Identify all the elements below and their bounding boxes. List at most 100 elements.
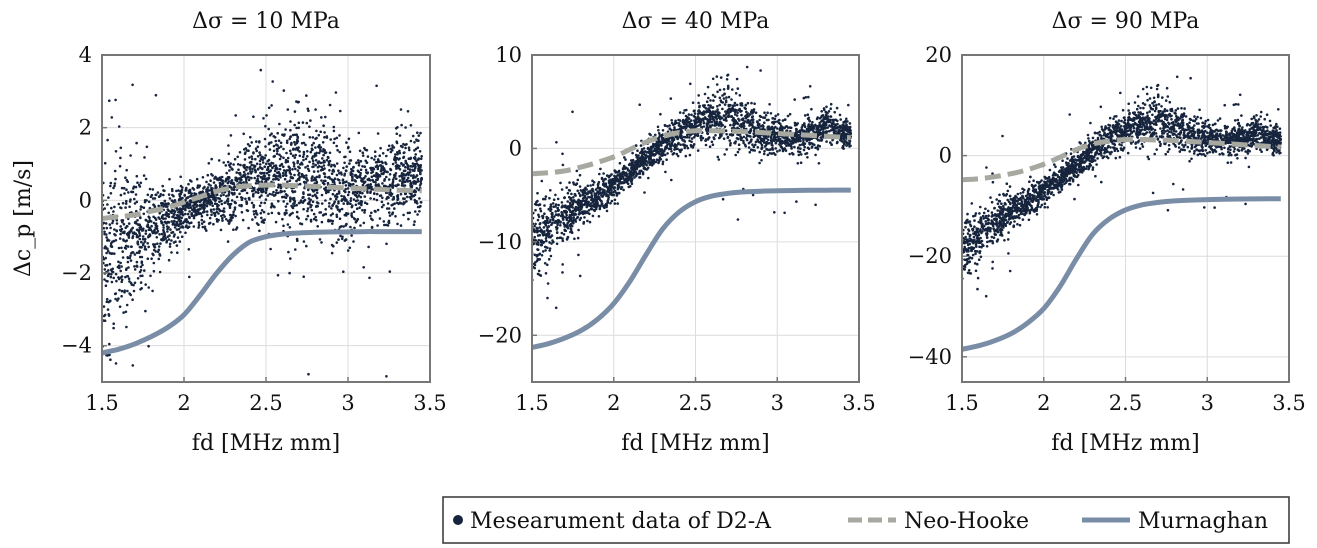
scatter-point — [222, 161, 225, 164]
scatter-point — [283, 134, 286, 137]
scatter-point — [711, 141, 714, 144]
scatter-point — [198, 186, 201, 189]
scatter-point — [353, 227, 356, 230]
scatter-point — [271, 212, 274, 215]
scatter-point — [381, 182, 384, 185]
scatter-point — [788, 153, 791, 156]
scatter-point — [173, 233, 176, 236]
scatter-point — [289, 196, 292, 199]
scatter-point — [700, 139, 703, 142]
scatter-point — [648, 157, 651, 160]
scatter-point — [222, 179, 225, 182]
scatter-point — [378, 160, 381, 163]
scatter-point — [315, 219, 318, 222]
scatter-point — [727, 87, 730, 90]
scatter-point — [391, 213, 394, 216]
scatter-point — [583, 216, 586, 219]
scatter-point — [337, 178, 340, 181]
scatter-point — [172, 223, 175, 226]
scatter-point — [176, 244, 179, 247]
scatter-point — [709, 125, 712, 128]
scatter-point — [328, 161, 331, 164]
scatter-point — [195, 205, 198, 208]
scatter-point — [679, 143, 682, 146]
scatter-point — [536, 200, 539, 203]
scatter-point — [353, 198, 356, 201]
scatter-point — [113, 185, 116, 188]
scatter-point — [157, 205, 160, 208]
scatter-point — [336, 149, 339, 152]
scatter-point — [369, 190, 372, 193]
scatter-point — [725, 129, 728, 132]
scatter-point — [416, 181, 419, 184]
scatter-point — [204, 226, 207, 229]
scatter-point — [549, 221, 552, 224]
scatter-point — [409, 165, 412, 168]
scatter-point — [756, 138, 759, 141]
scatter-point — [188, 217, 191, 220]
scatter-point — [259, 163, 262, 166]
scatter-point — [166, 236, 169, 239]
scatter-point — [533, 236, 536, 239]
scatter-point — [570, 228, 573, 231]
scatter-point — [123, 223, 126, 226]
scatter-point — [762, 125, 765, 128]
scatter-point — [345, 223, 348, 226]
scatter-point — [127, 266, 130, 269]
scatter-point — [714, 134, 717, 137]
scatter-point — [601, 191, 604, 194]
scatter-point — [811, 146, 814, 149]
scatter-point — [639, 176, 642, 179]
scatter-point — [369, 167, 372, 170]
scatter-point — [396, 223, 399, 226]
scatter-point — [642, 173, 645, 176]
scatter-point — [777, 113, 780, 116]
scatter-point — [314, 189, 317, 192]
scatter-point — [849, 132, 852, 135]
scatter-point — [257, 155, 260, 158]
scatter-point — [149, 228, 152, 231]
scatter-point — [159, 271, 162, 274]
scatter-point — [536, 254, 539, 257]
scatter-point — [639, 152, 642, 155]
scatter-point — [307, 373, 310, 376]
scatter-point — [318, 152, 321, 155]
scatter-point — [136, 265, 139, 268]
scatter-point — [259, 196, 262, 199]
scatter-point — [180, 222, 183, 225]
scatter-point — [120, 295, 123, 298]
scatter-point — [760, 138, 763, 141]
scatter-point — [265, 163, 268, 166]
scatter-point — [692, 101, 695, 104]
scatter-point — [575, 220, 578, 223]
scatter-point — [209, 222, 212, 225]
scatter-point — [774, 118, 777, 121]
scatter-point — [407, 218, 410, 221]
scatter-point — [263, 165, 266, 168]
scatter-point — [419, 173, 422, 176]
scatter-point — [363, 222, 366, 225]
scatter-point — [380, 194, 383, 197]
scatter-point — [771, 131, 774, 134]
scatter-point — [392, 163, 395, 166]
scatter-point — [579, 275, 582, 278]
scatter-point — [770, 112, 773, 115]
scatter-point — [112, 277, 115, 280]
scatter-point — [161, 202, 164, 205]
scatter-point — [250, 141, 253, 144]
scatter-point — [829, 107, 832, 110]
scatter-point — [315, 130, 318, 133]
scatter-point — [170, 239, 173, 242]
scatter-point — [338, 134, 341, 137]
scatter-point — [817, 139, 820, 142]
scatter-point — [555, 203, 558, 206]
scatter-point — [133, 265, 136, 268]
scatter-point — [385, 163, 388, 166]
scatter-point — [113, 228, 116, 231]
scatter-point — [106, 301, 109, 304]
scatter-point — [236, 196, 239, 199]
scatter-point — [721, 108, 724, 111]
scatter-point — [378, 175, 381, 178]
scatter-point — [357, 159, 360, 162]
scatter-point — [400, 108, 403, 111]
